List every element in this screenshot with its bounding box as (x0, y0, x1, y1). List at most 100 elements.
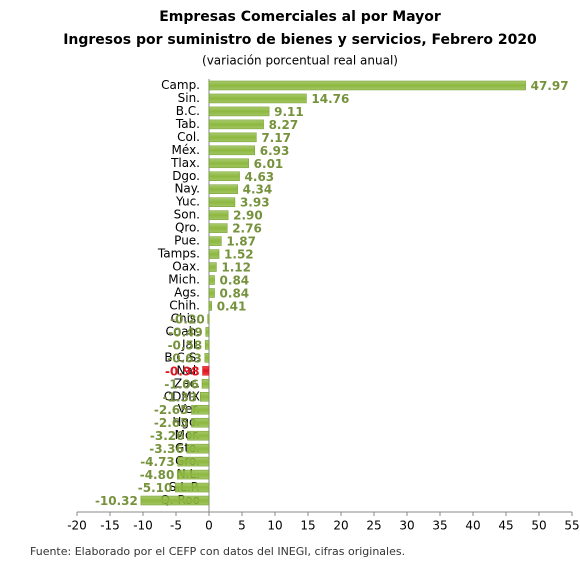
bar (205, 327, 210, 337)
y-tick-label: Yuc. (175, 195, 200, 209)
x-tick-label: -10 (133, 519, 153, 533)
y-tick-label: Dgo. (172, 169, 200, 183)
value-label: 7.17 (261, 131, 291, 145)
y-tick-label: Oax. (172, 260, 200, 274)
value-label: 0.84 (220, 274, 250, 288)
value-label: 4.63 (245, 170, 275, 184)
bar (208, 210, 229, 220)
value-label: 0.41 (217, 299, 247, 313)
y-tick-label: CDMX (164, 389, 200, 403)
y-tick-label: Son. (174, 208, 200, 222)
value-label: 0.84 (220, 287, 250, 301)
value-label: -3.36 (149, 442, 184, 456)
y-tick-label: Jal. (181, 337, 200, 351)
value-label: 2.90 (233, 209, 263, 223)
chart-title: Empresas Comerciales al por Mayor (159, 9, 441, 25)
bar (177, 469, 210, 480)
bar (208, 184, 238, 194)
bar (208, 132, 257, 143)
y-tick-label: B.C.S. (164, 350, 200, 364)
y-tick-label: Tlax. (170, 156, 200, 170)
bar (191, 417, 210, 428)
value-label: 1.87 (226, 235, 256, 249)
bar (208, 223, 228, 233)
value-label: -10.32 (95, 494, 138, 508)
x-tick-label: 20 (333, 519, 348, 533)
x-tick-label: 40 (465, 519, 480, 533)
value-label: 6.93 (260, 144, 290, 158)
bar (140, 495, 210, 506)
y-tick-label: Mich. (168, 273, 200, 287)
bar (208, 197, 236, 207)
y-tick-label: Col. (177, 130, 200, 144)
x-tick-label: 0 (205, 519, 213, 533)
bar (208, 236, 222, 246)
value-label: -2.65 (154, 403, 189, 417)
chart-subtitle: Ingresos por suministro de bienes y serv… (63, 32, 537, 48)
bar (199, 392, 210, 402)
x-tick-label: 45 (498, 519, 513, 533)
bar (208, 262, 217, 272)
x-tick-label: 55 (564, 519, 579, 533)
x-tick-label: -15 (100, 519, 120, 533)
value-label: 47.97 (531, 79, 569, 93)
value-label: 3.93 (240, 196, 270, 210)
value-label: -0.20 (170, 312, 205, 326)
bar (208, 301, 212, 311)
x-tick-label: 5 (238, 519, 246, 533)
bar (207, 314, 210, 324)
bar (208, 249, 220, 259)
bar (208, 106, 270, 117)
bar (208, 171, 240, 182)
y-tick-label: Zac. (174, 376, 200, 390)
bar (208, 80, 526, 91)
value-label: 1.52 (224, 248, 254, 262)
value-label: -0.63 (167, 351, 202, 365)
value-label: -4.80 (140, 468, 175, 482)
x-tick-label: -20 (67, 519, 87, 533)
x-tick-label: -5 (170, 519, 182, 533)
bar (204, 340, 210, 350)
bar (177, 456, 210, 467)
bar (208, 275, 215, 285)
bar (186, 443, 210, 454)
value-label: 2.76 (232, 222, 262, 236)
value-label: 4.34 (243, 183, 273, 197)
y-tick-label: Chih. (169, 298, 200, 312)
value-label: -3.26 (150, 429, 185, 443)
bar (175, 482, 210, 493)
bar (208, 288, 215, 298)
y-tick-label: Camp. (161, 78, 200, 92)
bar (201, 379, 210, 389)
bar (208, 119, 264, 130)
y-tick-label: Tab. (175, 117, 200, 131)
x-tick-label: 15 (300, 519, 315, 533)
chart-note: (variación porcentual real anual) (202, 54, 398, 68)
bar (202, 366, 210, 376)
source: Fuente: Elaborado por el CEFP con datos … (30, 545, 405, 558)
bar (204, 353, 210, 363)
bar (208, 145, 255, 156)
value-label: -0.49 (168, 325, 203, 339)
y-tick-label: Méx. (172, 143, 200, 157)
value-label: -1.33 (163, 390, 198, 404)
value-label: -2.65 (154, 416, 189, 430)
y-tick-label: Nay. (174, 182, 200, 196)
x-tick-label: 30 (399, 519, 414, 533)
x-tick-label: 10 (267, 519, 282, 533)
y-tick-label: Pue. (174, 234, 200, 248)
value-label: -4.73 (140, 455, 175, 469)
value-label: 9.11 (274, 105, 304, 119)
y-tick-label: Ags. (174, 286, 200, 300)
bar (187, 430, 210, 441)
value-label: 8.27 (269, 118, 299, 132)
y-tick-label: B.C. (176, 104, 200, 118)
y-tick-label: Qro. (175, 221, 200, 235)
y-tick-label: Coah. (166, 324, 201, 338)
y-tick-label: Sin. (178, 91, 200, 105)
value-label: -0.58 (168, 338, 203, 352)
value-label: 6.01 (254, 157, 284, 171)
y-tick-label: Tamps. (157, 247, 200, 261)
value-label: 1.12 (221, 261, 251, 275)
x-tick-label: 25 (366, 519, 381, 533)
